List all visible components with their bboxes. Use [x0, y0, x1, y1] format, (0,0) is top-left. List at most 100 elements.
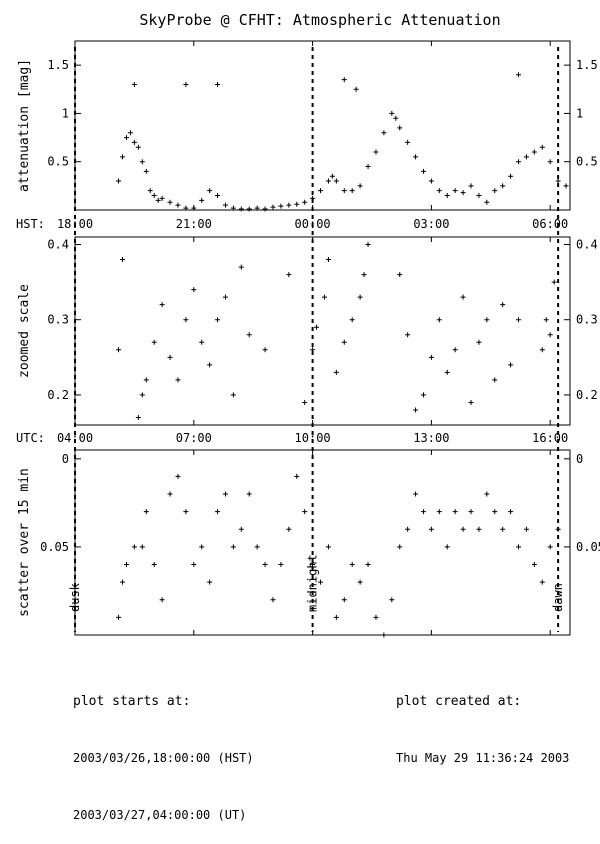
data-point	[222, 202, 228, 208]
data-point	[547, 159, 553, 165]
data-point	[270, 204, 276, 210]
plot-start-info: plot starts at: 2003/03/26,18:00:00 (HST…	[73, 654, 254, 844]
y-tick-label-right: 0.3	[576, 313, 598, 327]
data-point	[428, 354, 434, 360]
data-point	[139, 159, 145, 165]
y-tick-label-left: 1.5	[47, 58, 69, 72]
data-point	[294, 473, 300, 479]
data-point	[135, 144, 141, 150]
data-point	[222, 491, 228, 497]
data-point	[365, 164, 371, 170]
data-point	[341, 597, 347, 603]
data-point	[159, 302, 165, 308]
data-point	[143, 377, 149, 383]
data-point	[222, 294, 228, 300]
y-tick-label-right: 0.5	[576, 155, 598, 169]
data-point	[151, 562, 157, 568]
data-point	[460, 526, 466, 532]
data-point	[397, 272, 403, 278]
data-point	[183, 509, 189, 515]
plot-frame-attenuation	[74, 40, 571, 211]
y-tick-label-left: 0.3	[47, 313, 69, 327]
data-point	[333, 614, 339, 620]
data-point	[539, 579, 545, 585]
data-point	[452, 347, 458, 353]
data-point	[175, 202, 181, 208]
data-point	[468, 183, 474, 189]
data-point	[302, 509, 308, 515]
data-point	[468, 509, 474, 515]
data-point	[341, 339, 347, 345]
data-point	[120, 257, 126, 263]
y-tick-label-right: 0.2	[576, 388, 598, 402]
data-point	[500, 183, 506, 189]
data-point	[413, 154, 419, 160]
data-point	[492, 377, 498, 383]
y-axis-label-zoomed: zoomed scale	[17, 284, 32, 378]
data-point	[254, 205, 260, 211]
data-point	[547, 332, 553, 338]
data-point	[262, 562, 268, 568]
data-point	[246, 332, 252, 338]
data-point	[444, 369, 450, 375]
data-point	[476, 193, 482, 199]
plot-start-ut: 2003/03/27,04:00:00 (UT)	[73, 808, 247, 822]
data-point	[254, 544, 260, 550]
y-tick-label-left: 1	[62, 106, 69, 120]
data-point	[373, 149, 379, 155]
data-point	[551, 279, 557, 285]
plot-created-info: plot created at: Thu May 29 11:36:24 200…	[396, 654, 569, 787]
data-point	[294, 201, 300, 207]
data-point	[500, 302, 506, 308]
data-point	[199, 339, 205, 345]
data-point	[215, 81, 221, 87]
data-point	[452, 188, 458, 194]
data-point	[314, 324, 320, 330]
data-point	[329, 173, 335, 179]
chart-title: SkyProbe @ CFHT: Atmospheric Attenuation	[139, 11, 500, 29]
y-tick-label-right: 0.4	[576, 238, 598, 252]
data-point	[155, 197, 161, 203]
data-point	[547, 544, 553, 550]
utc-tick-label: 04:00	[57, 431, 93, 445]
data-point	[523, 154, 529, 160]
data-point	[436, 188, 442, 194]
data-point	[500, 526, 506, 532]
marker-label-midnight: midnight	[306, 554, 320, 612]
data-point	[436, 317, 442, 323]
data-point	[131, 81, 137, 87]
y-tick-label-right: 0.05	[576, 540, 600, 554]
data-point	[183, 317, 189, 323]
data-point	[333, 178, 339, 184]
data-point	[167, 491, 173, 497]
data-point	[143, 168, 149, 174]
data-point	[131, 544, 137, 550]
skyprobe-chart: SkyProbe @ CFHT: Atmospheric Attenuation…	[16, 11, 600, 638]
data-point	[159, 195, 165, 201]
data-point	[361, 272, 367, 278]
data-point	[175, 377, 181, 383]
data-point	[436, 509, 442, 515]
data-point	[278, 203, 284, 209]
data-point	[167, 354, 173, 360]
data-point	[460, 190, 466, 196]
hst-tick-label: 06:00	[532, 217, 568, 231]
y-tick-label-left: 0.2	[47, 388, 69, 402]
data-point	[428, 526, 434, 532]
data-point	[420, 168, 426, 174]
data-point	[444, 544, 450, 550]
plot-start-hst: 2003/03/26,18:00:00 (HST)	[73, 751, 254, 765]
data-point	[230, 392, 236, 398]
data-point	[476, 526, 482, 532]
data-point	[262, 206, 268, 212]
data-point	[270, 597, 276, 603]
data-point	[151, 193, 157, 199]
hst-tick-label: 03:00	[413, 217, 449, 231]
data-point	[516, 544, 522, 550]
data-point	[420, 509, 426, 515]
data-point	[215, 193, 221, 199]
data-point	[405, 332, 411, 338]
data-point	[393, 115, 399, 121]
data-point	[389, 110, 395, 116]
data-point	[365, 562, 371, 568]
